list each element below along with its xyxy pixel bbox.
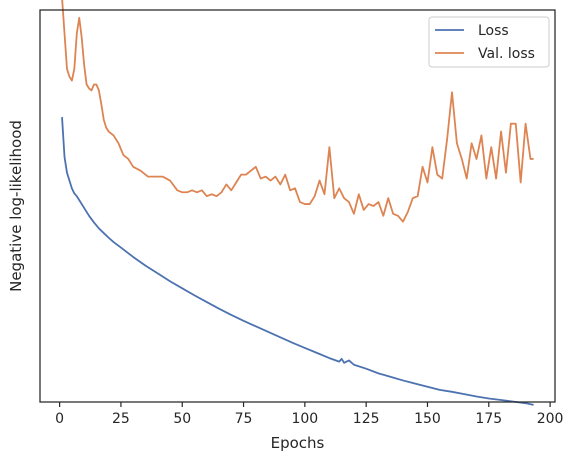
legend-label-val-loss: Val. loss	[478, 46, 535, 62]
plot-area	[40, 10, 555, 402]
x-axis-ticks: 0 25 50 75 100 125 150 175 200	[55, 402, 563, 427]
plot-frame	[39, 9, 556, 403]
series-layer	[61, 0, 534, 406]
x-tick-label: 75	[235, 411, 253, 427]
series-line-val-loss	[61, 0, 534, 223]
y-axis-label: Negative log-likelihood	[7, 120, 25, 292]
x-tick-label: 50	[173, 411, 191, 427]
legend-label-loss: Loss	[478, 23, 509, 39]
legend: Loss Val. loss	[428, 16, 550, 68]
x-tick-label: 0	[55, 411, 64, 427]
x-tick-label: 100	[291, 411, 318, 427]
x-tick-label: 150	[414, 411, 441, 427]
series-line-loss	[61, 116, 534, 406]
x-tick-label: 25	[112, 411, 130, 427]
x-tick-label: 200	[537, 411, 564, 427]
x-tick-label: 175	[475, 411, 502, 427]
x-axis-label: Epochs	[271, 434, 325, 452]
x-tick-label: 125	[353, 411, 380, 427]
